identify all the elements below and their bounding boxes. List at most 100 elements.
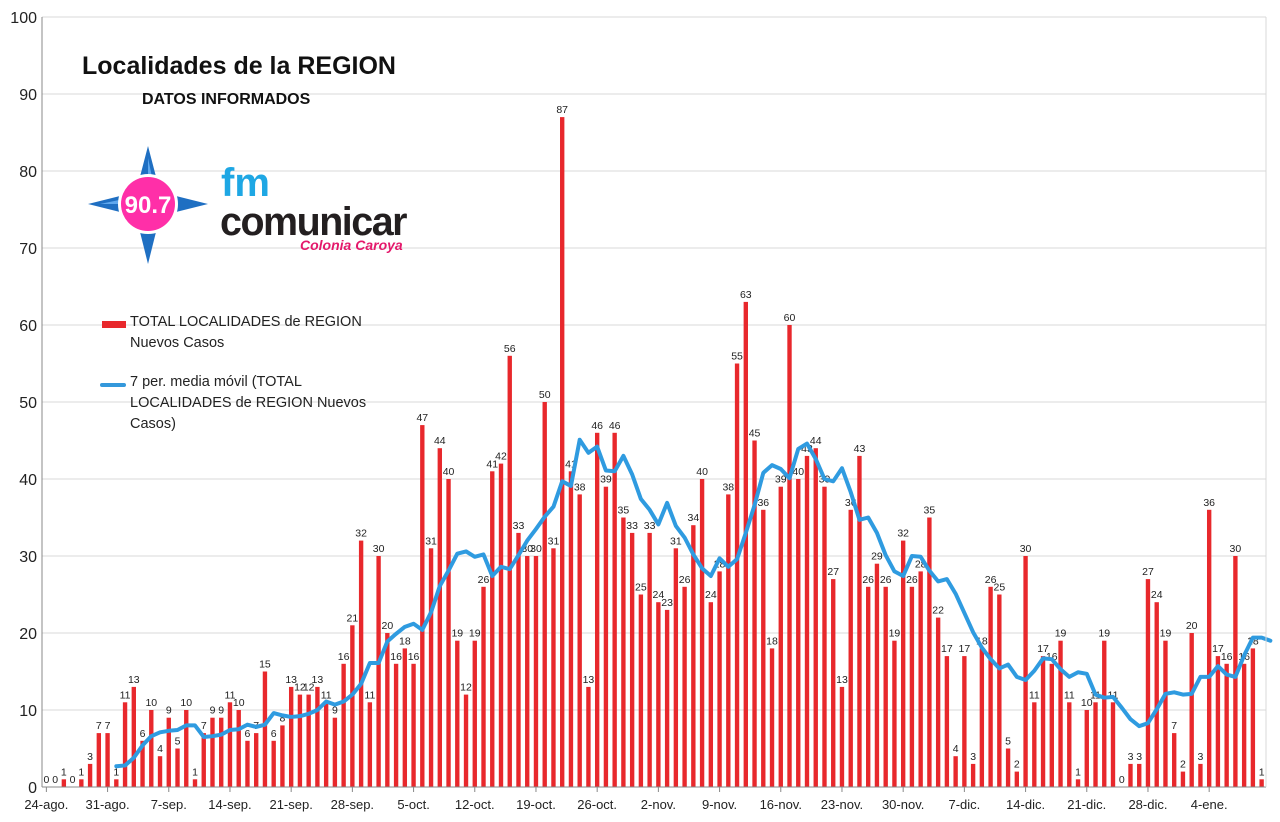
bar-value-label: 13 xyxy=(583,674,595,686)
bar xyxy=(1023,556,1028,787)
bar xyxy=(1154,602,1159,787)
bar-value-label: 16 xyxy=(338,651,350,663)
bar xyxy=(1241,663,1247,787)
bar-value-label: 11 xyxy=(120,689,131,701)
bar-value-label: 6 xyxy=(271,728,277,740)
bar xyxy=(682,586,687,787)
x-tick-label: 21-sep. xyxy=(269,797,312,812)
bar xyxy=(664,609,670,787)
bar-value-label: 30 xyxy=(530,543,542,555)
bar xyxy=(1215,656,1221,787)
bar xyxy=(376,556,381,787)
bar xyxy=(743,301,748,787)
bar xyxy=(516,532,521,787)
logo-badge-text: 90.7 xyxy=(125,192,172,219)
logo-city-text: Colonia Caroya xyxy=(300,237,403,253)
bar xyxy=(656,602,661,787)
bar xyxy=(166,717,171,787)
bar-value-label: 16 xyxy=(390,651,402,663)
bar xyxy=(734,363,740,787)
bar xyxy=(184,710,189,787)
bar xyxy=(822,486,827,787)
bar-value-label: 6 xyxy=(245,728,251,740)
bar-value-label: 2 xyxy=(1014,759,1020,771)
bar xyxy=(577,494,582,787)
bar xyxy=(254,733,259,787)
logo-fm-text: fm xyxy=(221,161,270,205)
legend-item-bars: TOTAL LOCALIDADES de REGION Nuevos Casos xyxy=(100,312,400,354)
x-tick-label: 19-oct. xyxy=(516,797,556,812)
bar xyxy=(341,663,346,787)
bar-value-label: 9 xyxy=(218,705,224,717)
bar-value-label: 36 xyxy=(845,497,857,509)
bar xyxy=(1032,702,1037,787)
bar xyxy=(332,717,338,787)
compass-star-icon xyxy=(88,146,208,264)
x-tick-label: 5-oct. xyxy=(397,797,430,812)
x-tick-label: 28-sep. xyxy=(331,797,374,812)
chart-subtitle: DATOS INFORMADOS xyxy=(142,91,311,108)
bar-value-label: 5 xyxy=(175,736,181,748)
bar-value-label: 22 xyxy=(932,605,944,617)
bar xyxy=(420,425,425,787)
bar-value-label: 1 xyxy=(113,766,119,778)
bar xyxy=(699,479,705,787)
bar-value-label: 31 xyxy=(670,535,682,547)
bar-value-label: 6 xyxy=(140,728,146,740)
bar-value-label: 1 xyxy=(78,766,84,778)
bar-value-label: 21 xyxy=(347,612,359,624)
bar-value-label: 32 xyxy=(355,528,367,540)
bar-value-label: 41 xyxy=(486,458,498,470)
bar-value-label: 26 xyxy=(679,574,691,586)
bar xyxy=(140,740,145,787)
bar xyxy=(796,479,801,787)
bar-value-label: 44 xyxy=(810,435,822,447)
bar-value-label: 11 xyxy=(364,689,375,701)
bar-value-label: 18 xyxy=(976,635,988,647)
bar xyxy=(402,648,408,787)
x-tick-label: 7-sep. xyxy=(151,797,187,812)
bar xyxy=(446,479,451,787)
bar xyxy=(1110,702,1116,787)
bar xyxy=(525,556,530,787)
y-tick-label: 50 xyxy=(19,395,37,412)
bar xyxy=(122,702,128,787)
bar-value-label: 17 xyxy=(1037,643,1049,655)
bar-value-label: 0 xyxy=(70,774,76,786)
bar xyxy=(1137,763,1142,787)
bar xyxy=(131,686,136,787)
bar-value-label: 24 xyxy=(705,589,717,601)
bar-value-label: 10 xyxy=(180,697,192,709)
bar xyxy=(586,686,591,787)
bar xyxy=(1075,779,1081,787)
x-tick-label: 14-dic. xyxy=(1006,797,1045,812)
bar-value-label: 0 xyxy=(52,774,58,786)
bar-value-label: 56 xyxy=(504,343,516,355)
bar xyxy=(857,455,862,787)
y-tick-label: 70 xyxy=(19,241,37,258)
bar xyxy=(1172,733,1177,787)
bar xyxy=(280,725,285,787)
bar xyxy=(114,779,119,787)
bar-value-label: 20 xyxy=(381,620,393,632)
bar-value-label: 1 xyxy=(1075,766,1081,778)
y-tick-label: 90 xyxy=(19,87,37,104)
bar-value-label: 13 xyxy=(836,674,848,686)
bar xyxy=(219,717,224,787)
bar xyxy=(227,702,233,787)
bar-value-label: 11 xyxy=(225,689,236,701)
bar xyxy=(96,733,102,787)
bar xyxy=(874,563,880,787)
bar-value-label: 39 xyxy=(600,474,612,486)
y-tick-label: 10 xyxy=(19,703,37,720)
bar xyxy=(1102,640,1107,787)
bar-value-label: 30 xyxy=(521,543,533,555)
bar xyxy=(79,779,84,787)
bar xyxy=(594,432,600,787)
bar xyxy=(1067,702,1072,787)
bar xyxy=(988,586,993,787)
legend-line-swatch xyxy=(100,383,126,387)
